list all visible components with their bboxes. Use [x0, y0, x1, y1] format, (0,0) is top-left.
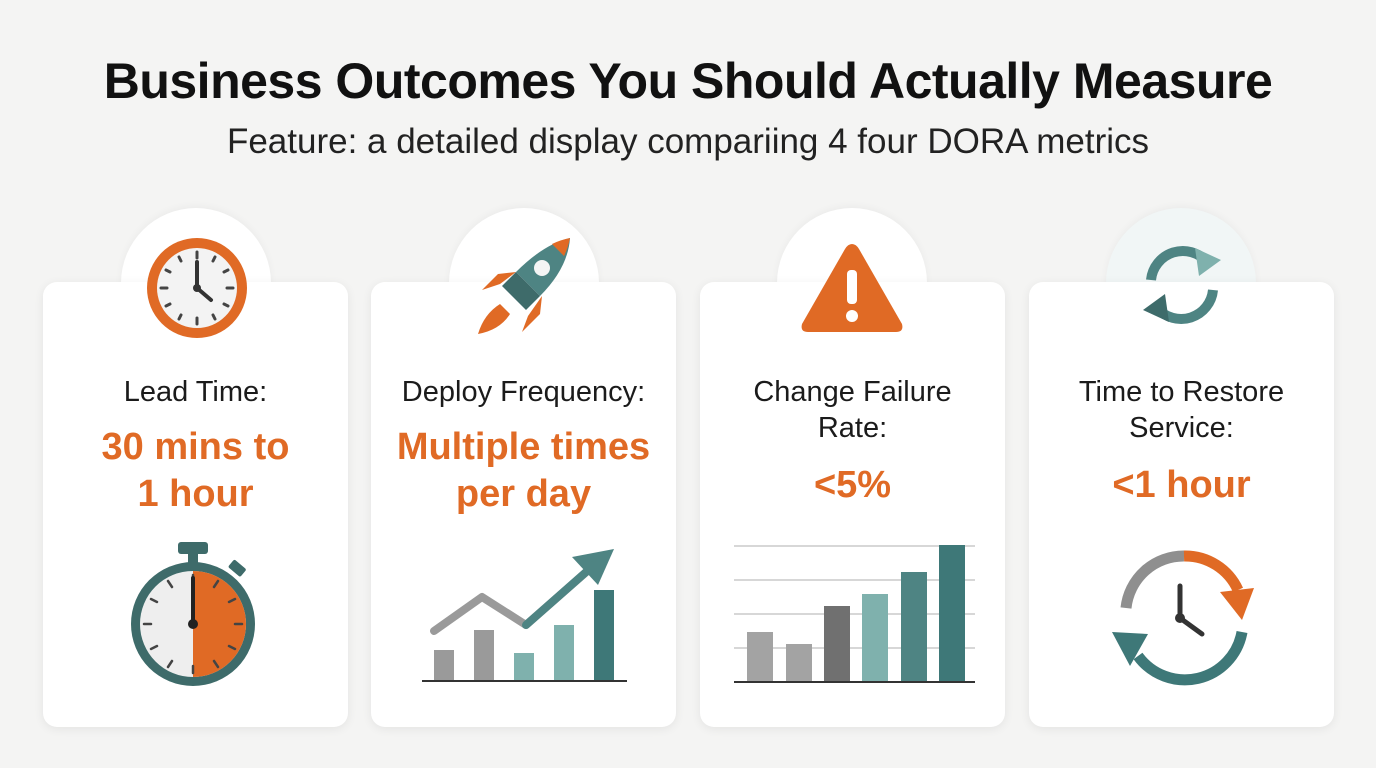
metric-value-line-2: 1 hour: [137, 473, 254, 515]
trend-chart-icon: [422, 549, 627, 682]
metric-card-time-to-restore: Time to Restore Service: <1 hour: [1029, 282, 1334, 727]
page-subtitle: Feature: a detailed display compariing 4…: [226, 122, 1150, 161]
metric-label-line-2: Service:: [1129, 412, 1234, 444]
metric-label: Lead Time:: [123, 376, 268, 408]
bar-chart-icon: [734, 545, 975, 683]
metric-card-lead-time: Lead Time: 30 mins to 1 hour: [43, 282, 348, 727]
metric-label: Deploy Frequency:: [401, 376, 646, 408]
metric-value-line-1: Multiple times: [396, 426, 651, 468]
metric-label-line-1: Change Failure: [753, 376, 952, 408]
metric-label-line-1: Time to Restore: [1078, 376, 1285, 408]
metric-value-line-1: 30 mins to: [101, 426, 290, 468]
metric-value: <5%: [813, 464, 892, 506]
page-title: Business Outcomes You Should Actually Me…: [103, 53, 1273, 109]
metric-value: <1 hour: [1112, 464, 1251, 506]
clock-cycle-icon: [1112, 550, 1254, 686]
stopwatch-icon: [131, 542, 255, 686]
clock-icon: [147, 238, 247, 338]
metric-label-line-2: Rate:: [817, 412, 888, 444]
warning-icon: [801, 244, 903, 332]
rocket-icon: [478, 238, 570, 334]
refresh-icon: [1143, 246, 1221, 324]
metric-value-line-2: per day: [455, 473, 592, 515]
metric-card-deploy-frequency: Deploy Frequency: Multiple times per day: [371, 282, 676, 727]
